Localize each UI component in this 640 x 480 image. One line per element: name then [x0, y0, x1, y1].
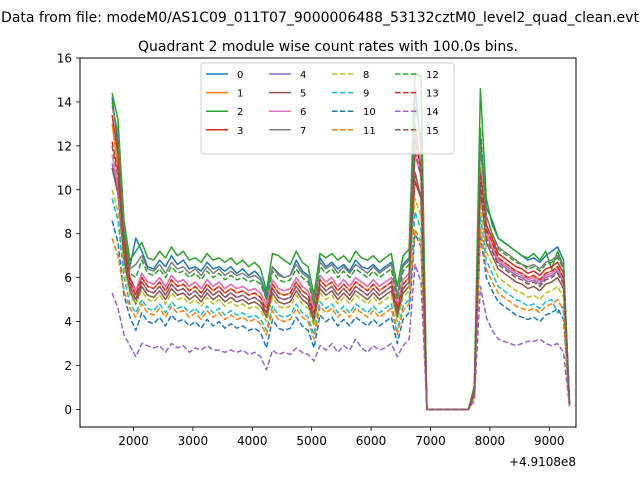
legend-label-1: 1 [237, 89, 243, 100]
x-axis-offset-label: +4.9108e8 [509, 455, 576, 469]
figure-suptitle: Data from file: modeM0/AS1C09_011T07_900… [1, 10, 639, 26]
series-layer [111, 72, 571, 411]
legend-label-5: 5 [300, 89, 306, 100]
legend-label-7: 7 [300, 126, 306, 137]
x-tick-label: 7000 [415, 434, 446, 448]
legend-label-0: 0 [237, 70, 243, 81]
y-tick-label: 12 [57, 139, 72, 153]
series-line-2 [111, 72, 571, 411]
y-axis: 0 2 4 6 8 10 12 14 16 [57, 52, 80, 417]
x-tick-label: 9000 [534, 434, 565, 448]
legend-label-11: 11 [363, 126, 376, 137]
series-line-15 [111, 145, 571, 411]
legend-label-13: 13 [426, 89, 439, 100]
legend-label-10: 10 [363, 107, 376, 118]
series-line-0 [111, 88, 571, 411]
series-line-13 [111, 140, 571, 411]
y-tick-label: 2 [64, 359, 72, 373]
series-line-9 [111, 198, 571, 411]
chart-title: Quadrant 2 module wise count rates with … [138, 39, 518, 55]
legend-label-3: 3 [237, 126, 243, 137]
series-line-11 [111, 228, 571, 411]
x-tick-label: 3000 [178, 434, 209, 448]
legend-label-15: 15 [426, 126, 439, 137]
x-tick-label: 6000 [356, 434, 387, 448]
y-tick-label: 16 [57, 52, 72, 66]
plot-area [79, 57, 577, 428]
x-tick-label: 8000 [475, 434, 506, 448]
series-line-8 [111, 189, 571, 411]
series-line-12 [111, 72, 571, 411]
y-tick-label: 8 [64, 227, 72, 241]
axes-frame [79, 57, 577, 428]
series-line-14 [111, 263, 571, 411]
y-tick-label: 14 [57, 95, 72, 109]
series-line-6 [111, 153, 571, 411]
legend-label-4: 4 [300, 70, 306, 81]
y-tick-label: 10 [57, 183, 72, 197]
legend-label-6: 6 [300, 107, 306, 118]
y-tick-label: 4 [64, 315, 72, 329]
x-tick-label: 5000 [296, 434, 327, 448]
legend-label-9: 9 [363, 89, 369, 100]
legend-label-14: 14 [426, 107, 439, 118]
x-axis: 2000 3000 4000 5000 6000 7000 8000 9000 [118, 427, 565, 448]
series-line-5 [111, 167, 571, 411]
y-tick-label: 0 [64, 403, 72, 417]
legend-label-8: 8 [363, 70, 369, 81]
legend-label-12: 12 [426, 70, 439, 81]
series-line-10 [111, 220, 571, 411]
x-tick-label: 2000 [118, 434, 149, 448]
x-tick-label: 4000 [237, 434, 268, 448]
legend-box [200, 62, 455, 155]
legend-label-2: 2 [237, 107, 243, 118]
y-tick-label: 6 [64, 271, 72, 285]
